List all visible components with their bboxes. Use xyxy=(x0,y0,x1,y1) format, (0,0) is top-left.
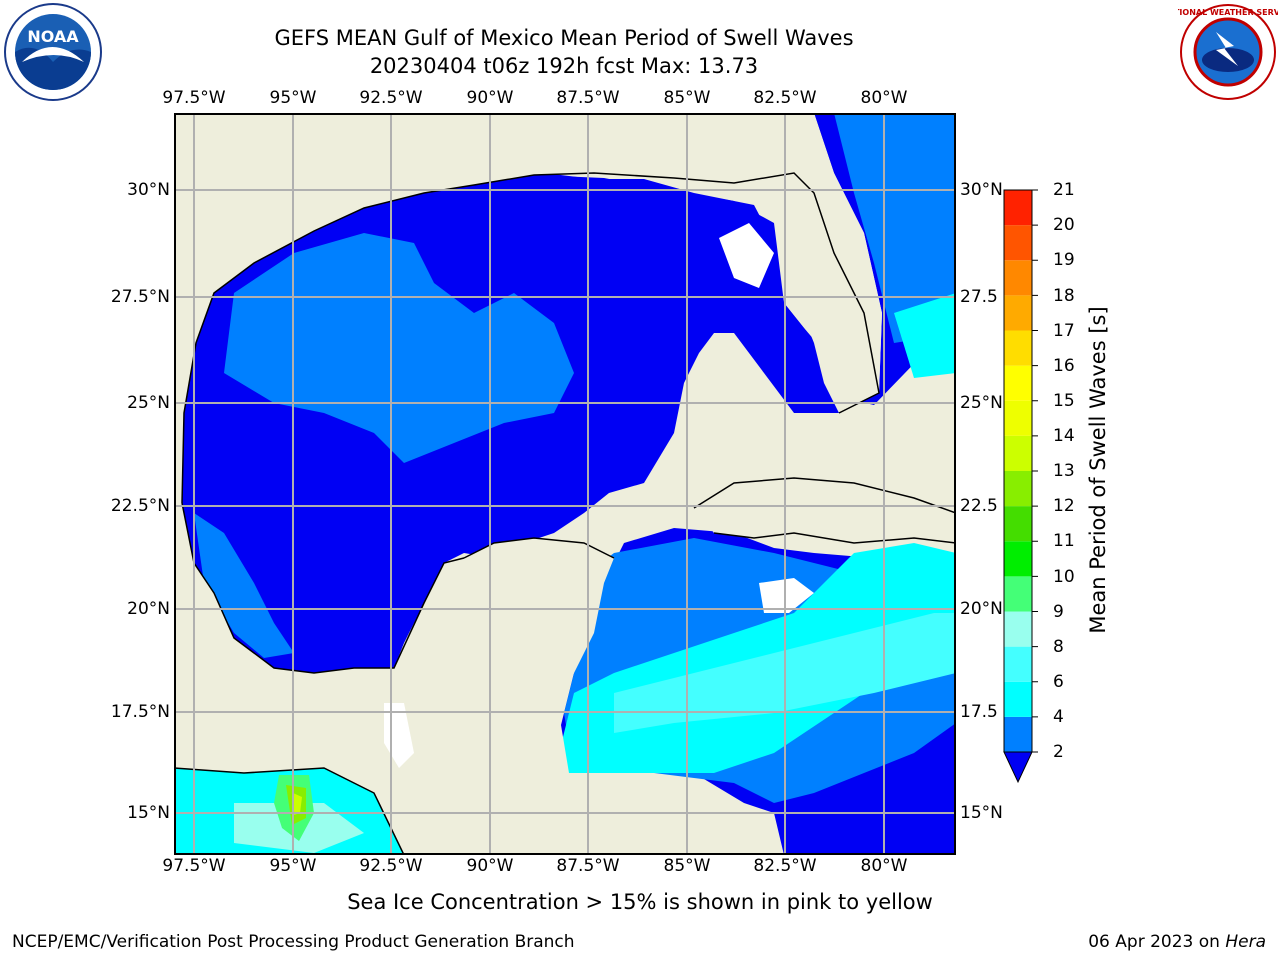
colorbar-tick: 14 xyxy=(1053,426,1075,446)
mexico-land xyxy=(174,113,474,793)
colorbar-swatch xyxy=(1004,400,1032,436)
lon-tick-top: 85°W xyxy=(663,88,711,108)
colorbar-swatch xyxy=(1004,646,1032,682)
lat-tick-right: 17.5 xyxy=(960,702,998,722)
colorbar-swatch xyxy=(1004,576,1032,612)
colorbar-tick: 15 xyxy=(1053,391,1075,411)
lon-tick-bottom: 87.5°W xyxy=(556,856,620,876)
colorbar-swatch xyxy=(1004,435,1032,471)
colorbar-tick: 17 xyxy=(1053,321,1075,341)
colorbar-tick: 10 xyxy=(1053,567,1075,587)
lat-tick-right: 30°N xyxy=(960,180,1003,200)
contour-4to6-atlantic xyxy=(894,293,956,378)
lat-tick-right: 27.5 xyxy=(960,287,998,307)
colorbar-swatch xyxy=(1004,611,1032,647)
nws-logo-icon: NATIONAL WEATHER SERVICE xyxy=(1178,4,1278,100)
colorbar-tick: 11 xyxy=(1053,531,1075,551)
chart-subtitle: 20230404 t06z 192h fcst Max: 13.73 xyxy=(369,54,759,78)
lon-tick-top: 95°W xyxy=(269,88,317,108)
lat-tick-right: 20°N xyxy=(960,599,1003,619)
colorbar-tick: 9 xyxy=(1053,602,1064,622)
forecast-map xyxy=(174,113,956,855)
colorbar-tick: 8 xyxy=(1053,637,1064,657)
lat-tick-left: 22.5°N xyxy=(110,496,170,516)
no-data-patch xyxy=(719,223,774,288)
footer-date: 06 Apr 2023 on Hera xyxy=(1088,932,1266,952)
lat-tick-left: 25°N xyxy=(127,393,170,413)
contour-2to4-mexico-coast xyxy=(194,513,294,658)
colorbar-tick: 4 xyxy=(1053,707,1064,727)
cuba-land xyxy=(694,478,956,543)
lat-tick-left: 30°N xyxy=(127,180,170,200)
colorbar-swatch xyxy=(1004,330,1032,366)
lat-tick-right: 22.5 xyxy=(960,496,998,516)
colorbar-swatch xyxy=(1004,295,1032,331)
yucatan-land xyxy=(464,538,614,855)
lon-tick-top: 92.5°W xyxy=(359,88,423,108)
map-frame xyxy=(174,113,956,855)
sea-ice-note: Sea Ice Concentration > 15% is shown in … xyxy=(347,890,933,914)
colorbar-label: Mean Period of Swell Waves [s] xyxy=(1086,306,1110,634)
lat-tick-left: 15°N xyxy=(127,803,170,823)
lat-tick-right: 15°N xyxy=(960,803,1003,823)
lat-tick-left: 17.5°N xyxy=(110,702,170,722)
chart-title: GEFS MEAN Gulf of Mexico Mean Period of … xyxy=(274,26,854,50)
nws-logo-text: NATIONAL WEATHER SERVICE xyxy=(1178,8,1278,17)
lon-tick-bottom: 90°W xyxy=(466,856,514,876)
contour-2to4-atlantic xyxy=(834,113,956,343)
colorbar-swatch xyxy=(1004,471,1032,507)
us-land xyxy=(174,113,814,503)
colorbar-tick: 2 xyxy=(1053,742,1064,762)
colorbar-tick: 20 xyxy=(1053,215,1075,235)
colorbar-swatch xyxy=(1004,260,1032,296)
lon-tick-top: 82.5°W xyxy=(753,88,817,108)
lon-tick-bottom: 80°W xyxy=(860,856,908,876)
colorbar-swatch xyxy=(1004,190,1032,226)
colorbar-tick: 6 xyxy=(1053,672,1064,692)
colorbar-tick: 18 xyxy=(1053,286,1075,306)
lat-tick-right: 25°N xyxy=(960,393,1003,413)
lon-tick-bottom: 85°W xyxy=(663,856,711,876)
contour-2to4-west xyxy=(224,233,574,463)
graticule xyxy=(174,113,956,855)
no-data-patch xyxy=(759,578,814,613)
colorbar-tick: 16 xyxy=(1053,356,1075,376)
lon-tick-bottom: 92.5°W xyxy=(359,856,423,876)
colorbar-swatch xyxy=(1004,541,1032,577)
lon-tick-bottom: 95°W xyxy=(269,856,317,876)
lon-tick-top: 80°W xyxy=(860,88,908,108)
lon-tick-top: 97.5°W xyxy=(162,88,226,108)
colorbar-tick: 21 xyxy=(1053,180,1075,200)
lon-tick-top: 87.5°W xyxy=(556,88,620,108)
lon-tick-top: 90°W xyxy=(466,88,514,108)
colorbar-tick: 12 xyxy=(1053,496,1075,516)
lat-tick-left: 27.5°N xyxy=(110,287,170,307)
noaa-logo-icon: NOAA xyxy=(4,3,102,101)
colorbar xyxy=(1003,189,1038,784)
colorbar-extend-below xyxy=(1003,751,1033,784)
colorbar-swatch xyxy=(1004,225,1032,261)
footer-credit: NCEP/EMC/Verification Post Processing Pr… xyxy=(12,932,575,952)
lon-tick-bottom: 97.5°W xyxy=(162,856,226,876)
footer-host: Hera xyxy=(1225,932,1266,952)
colorbar-swatch xyxy=(1004,681,1032,717)
lat-tick-left: 20°N xyxy=(127,599,170,619)
colorbar-swatch xyxy=(1004,506,1032,542)
colorbar-swatch xyxy=(1004,716,1032,752)
lon-tick-bottom: 82.5°W xyxy=(753,856,817,876)
footer-date-text: 06 Apr 2023 on xyxy=(1088,932,1226,952)
noaa-logo-text: NOAA xyxy=(27,27,79,46)
colorbar-swatch xyxy=(1004,365,1032,401)
colorbar-tick: 19 xyxy=(1053,250,1075,270)
contour-pacific-max xyxy=(293,793,302,815)
colorbar-tick: 13 xyxy=(1053,461,1075,481)
